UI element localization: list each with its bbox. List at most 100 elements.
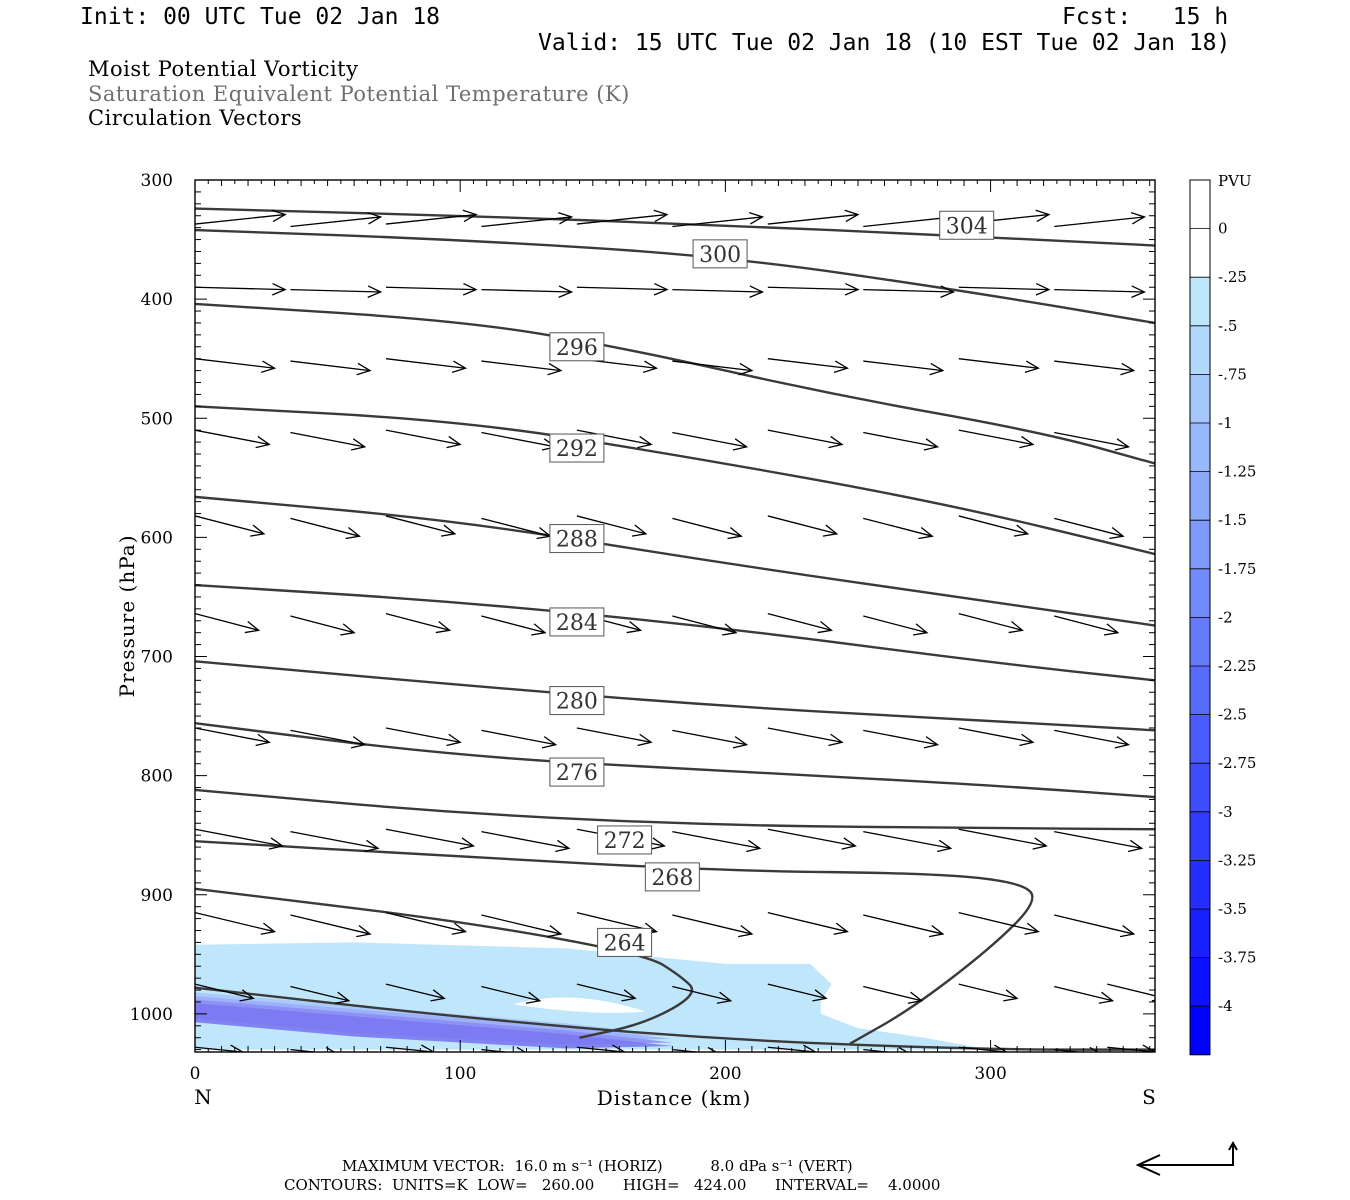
vector-arrow [1054,431,1129,448]
vector-arrowhead [1013,524,1030,537]
vector-arrow [481,431,556,448]
vector-arrow [958,515,1028,535]
colorbar-swatch [1190,374,1210,423]
vector-arrowhead [1131,285,1146,298]
vector-arrowhead [325,1046,336,1052]
vector-arrowhead [716,991,733,1004]
vector-arrow [672,830,760,849]
vector-arrowhead [1035,282,1051,296]
vector-arrow [195,286,286,291]
colorbar-level: -2.25 [1218,657,1256,675]
vector-arrowhead [1127,839,1144,853]
y-tick-label: 300 [141,171,173,191]
vector-arrowhead [356,362,372,376]
colorbar-swatch [1190,520,1210,569]
vector-arrow [767,911,848,933]
vector-arrow [672,615,737,634]
vector-arrowhead [516,1046,527,1052]
contour-label-box [549,332,605,362]
vector-arrow [863,914,943,935]
contour-label-box [939,210,995,240]
vector-arrowhead [1019,435,1035,449]
vector-arrow [576,727,652,743]
vector-arrowhead [440,524,457,537]
vector-arrowhead [1120,362,1136,376]
vector-arrowhead [558,211,574,225]
vector-arrowhead [803,1044,817,1052]
vector-arrowhead [994,1044,1008,1052]
vector-arrowhead [268,837,285,850]
vector-arrow [958,983,1018,1000]
contour-label-288: 288 [556,528,598,553]
vector-arrow [576,1046,625,1052]
y-tick-label: 500 [141,409,173,429]
vector-arrow [290,830,379,849]
vector-arrow [481,360,562,372]
vector-arrow [767,983,827,1000]
vector-arrow [958,358,1039,369]
colorbar-level: -1.5 [1218,511,1247,529]
vector-arrow [863,830,951,849]
axes: 300 400 500 600 700 800 900 1000 0 100 200 300 N S Dis… [115,171,1156,1110]
vector-arrowhead [430,989,446,1002]
contour-label-276: 276 [556,761,598,786]
contour-label-264: 264 [604,931,646,956]
contour-label-box [549,686,605,716]
vector-arrow [767,213,859,225]
colorbar-level: -3 [1218,803,1233,821]
vector-arrowhead [1008,621,1024,634]
vector-arrowhead [364,839,380,853]
x-tick-label: 200 [709,1064,741,1084]
vector-arrow [958,1046,1007,1052]
vector-arrowhead [637,435,653,449]
vector-arrow [195,515,265,535]
vector-arrow [1054,914,1134,935]
vector-arrowhead [230,1044,245,1052]
vector-arrow [767,358,848,369]
vector-arrowhead [555,839,571,853]
contour-304 [195,207,1155,247]
vector-arrowhead [446,733,462,747]
vector-arrowhead [929,362,945,376]
vector-arrowhead [907,991,924,1004]
vector-arrowhead [812,989,828,1002]
vector-arrowhead [923,438,940,451]
vector-arrow [1054,216,1145,228]
vector-arrow [672,914,753,935]
valid-time: Valid: 15 UTC Tue 02 Jan 18 (10 EST Tue … [538,30,1231,56]
colorbar-swatch [1190,957,1210,1007]
vector-arrowhead [732,438,749,451]
vector-arrow [672,360,752,372]
vector-arrow [385,911,466,933]
colorbar-swatch [1190,860,1210,909]
vector-arrowhead [1024,360,1040,373]
vector-arrowhead [828,435,844,449]
vector-arrowhead [928,925,945,938]
vector-arrowhead [255,733,271,747]
vector-arrow [958,286,1049,291]
vector-arrowhead [345,526,361,540]
vector-arrow [1054,729,1129,746]
contour-label-box [549,757,605,787]
vector-arrowhead [631,524,648,537]
colorbar-level: -2.5 [1218,706,1247,724]
vector-arrow [290,360,371,372]
vector-arrowhead [844,209,860,223]
vector-arrowhead [547,925,563,938]
vector-arrow [576,213,668,225]
contour-label-284: 284 [556,611,598,636]
contour-272 [195,788,1155,831]
vector-arrow [195,612,259,631]
y-tick-label: 600 [141,528,173,548]
vector-arrow [195,429,270,446]
contour-label-280: 280 [556,690,598,715]
vector-arrow [290,431,365,448]
vector-arrow [672,729,747,746]
colorbar-level: -.25 [1218,268,1247,286]
vector-arrow [958,911,1039,933]
vector-arrowhead [650,837,666,850]
vector-arrow [767,429,843,446]
contour-300 [195,228,1155,325]
contour-label-box [549,433,605,463]
